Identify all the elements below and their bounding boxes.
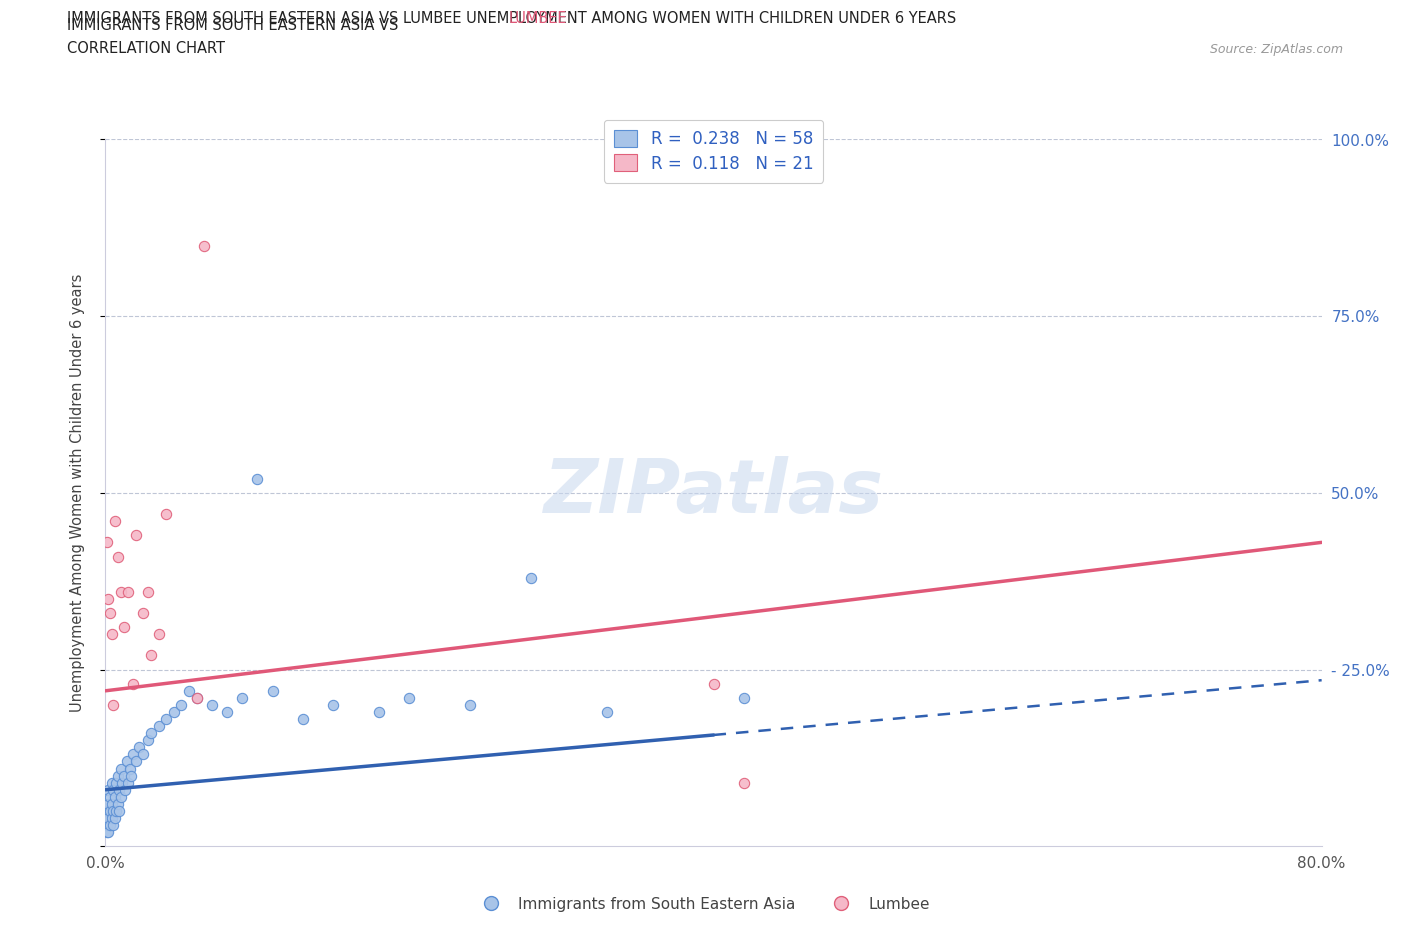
Point <box>97 825 120 840</box>
Point <box>97 782 120 797</box>
Point <box>101 817 124 832</box>
Point <box>115 754 138 769</box>
Point <box>107 796 129 811</box>
Point <box>702 676 725 691</box>
Point <box>128 740 150 755</box>
Text: LUMBEE: LUMBEE <box>508 11 567 26</box>
Point <box>96 535 118 550</box>
Point <box>186 690 208 705</box>
Point <box>139 725 162 740</box>
Point <box>125 528 148 543</box>
Point <box>458 698 481 712</box>
Point <box>148 627 170 642</box>
Text: Source: ZipAtlas.com: Source: ZipAtlas.com <box>1209 43 1343 56</box>
Text: IMMIGRANTS FROM SOUTH EASTERN ASIA VS LUMBEE UNEMPLOYMENT AMONG WOMEN WITH CHILD: IMMIGRANTS FROM SOUTH EASTERN ASIA VS LU… <box>67 11 956 26</box>
Point <box>101 782 124 797</box>
Point <box>112 619 135 634</box>
Point <box>322 698 344 712</box>
Point <box>100 811 122 826</box>
Point <box>231 690 253 705</box>
Text: IMMIGRANTS FROM SOUTH EASTERN ASIA VS: IMMIGRANTS FROM SOUTH EASTERN ASIA VS <box>67 18 404 33</box>
Point <box>125 754 148 769</box>
Point <box>105 804 128 818</box>
Point <box>201 698 224 712</box>
Point <box>103 811 125 826</box>
Point <box>107 549 129 564</box>
Point <box>139 648 162 663</box>
Point <box>98 605 121 620</box>
Point <box>108 782 131 797</box>
Point <box>132 605 155 620</box>
Point <box>111 776 134 790</box>
Point <box>100 776 122 790</box>
Point <box>96 817 118 832</box>
Point <box>217 705 239 720</box>
Point <box>110 584 132 599</box>
Point <box>108 804 131 818</box>
Text: ZIPatlas: ZIPatlas <box>544 457 883 529</box>
Point <box>107 768 129 783</box>
Point <box>136 733 159 748</box>
Point <box>368 705 391 720</box>
Point <box>170 698 193 712</box>
Point <box>110 790 132 804</box>
Point <box>246 472 269 486</box>
Y-axis label: Unemployment Among Women with Children Under 6 years: Unemployment Among Women with Children U… <box>70 273 84 712</box>
Point <box>103 790 125 804</box>
Point <box>101 698 124 712</box>
Point <box>262 684 284 698</box>
Point <box>733 776 755 790</box>
Point <box>112 768 135 783</box>
Point <box>186 690 208 705</box>
Point <box>103 513 125 528</box>
Point <box>97 796 120 811</box>
Point <box>121 676 143 691</box>
Point <box>110 761 132 776</box>
Point <box>101 804 124 818</box>
Point <box>98 804 121 818</box>
Point <box>596 705 619 720</box>
Point <box>136 584 159 599</box>
Point <box>120 768 142 783</box>
Point <box>97 811 120 826</box>
Point <box>292 711 315 726</box>
Point <box>118 761 141 776</box>
Point <box>98 790 121 804</box>
Point <box>100 796 122 811</box>
Point <box>97 591 120 606</box>
Point <box>117 584 139 599</box>
Point <box>96 804 118 818</box>
Point <box>163 705 186 720</box>
Legend: R =  0.238   N = 58, R =  0.118   N = 21: R = 0.238 N = 58, R = 0.118 N = 21 <box>605 120 823 182</box>
Point <box>733 690 755 705</box>
Point <box>193 238 215 253</box>
Point <box>398 690 420 705</box>
Point <box>155 507 177 522</box>
Point <box>114 782 136 797</box>
Point <box>117 776 139 790</box>
Text: CORRELATION CHART: CORRELATION CHART <box>67 41 225 56</box>
Point <box>105 776 128 790</box>
Point <box>520 570 543 585</box>
Point <box>100 627 122 642</box>
Point <box>96 825 118 840</box>
Point <box>132 747 155 762</box>
Point <box>148 719 170 734</box>
Point <box>177 684 200 698</box>
Legend: Immigrants from South Eastern Asia, Lumbee: Immigrants from South Eastern Asia, Lumb… <box>470 891 936 918</box>
Point <box>155 711 177 726</box>
Point <box>121 747 143 762</box>
Point <box>98 817 121 832</box>
